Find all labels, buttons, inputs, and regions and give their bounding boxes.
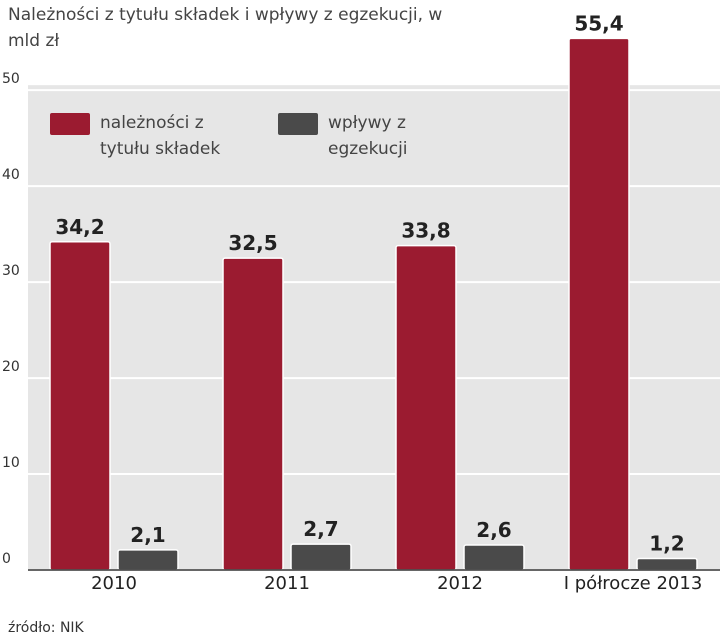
source: źródło: NIK [8, 620, 84, 636]
y-tick-label: 40 [2, 167, 20, 183]
value-label: 33,8 [401, 219, 450, 243]
y-tick-label: 30 [2, 263, 20, 279]
x-tick-label: 2011 [264, 573, 310, 594]
chart-title: Należności z tytułu składek i wpływy z e… [8, 5, 443, 51]
y-tick-label: 0 [2, 551, 11, 567]
legend-label: należności z tytułu składek [100, 113, 221, 159]
legend-swatch [278, 113, 318, 135]
bar [117, 549, 179, 571]
value-label: 1,2 [649, 531, 684, 555]
bar [49, 241, 111, 571]
value-label: 2,6 [476, 518, 511, 542]
x-tick-label: 2012 [437, 573, 483, 594]
y-tick-label: 20 [2, 359, 20, 375]
value-label: 55,4 [574, 11, 623, 35]
y-tick-label: 10 [2, 455, 20, 471]
bar [395, 244, 457, 571]
x-tick-label: I półrocze 2013 [563, 573, 703, 594]
legend-label: wpływy z egzekucji [328, 113, 408, 159]
value-label: 2,1 [130, 523, 165, 547]
bar [290, 543, 352, 571]
value-label: 32,5 [228, 231, 277, 255]
value-label: 2,7 [303, 517, 338, 541]
legend-swatch [50, 113, 90, 135]
bar [222, 257, 284, 571]
bar [568, 37, 630, 571]
bar [463, 544, 525, 571]
bar [636, 557, 698, 571]
x-tick-label: 2010 [91, 573, 137, 594]
y-tick-label: 50 [2, 71, 20, 87]
value-label: 34,2 [55, 215, 104, 239]
